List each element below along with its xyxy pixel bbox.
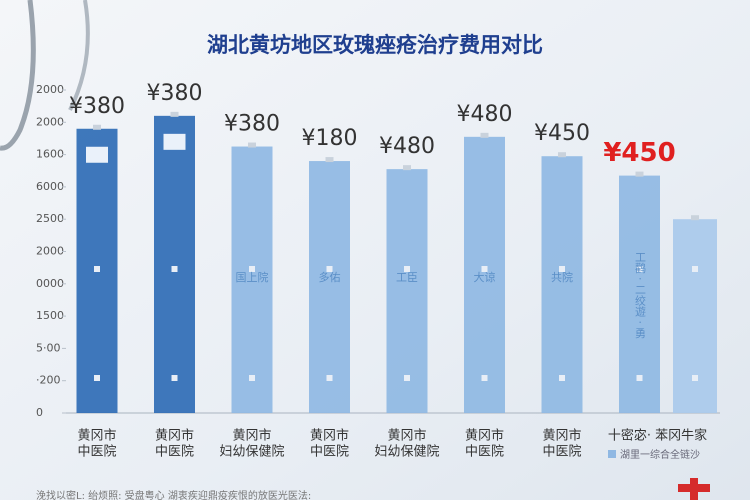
bar-dot <box>326 266 333 272</box>
y-tick-label: 0000 <box>36 277 64 290</box>
bar-label: ¥380 <box>147 81 203 106</box>
x-tick-label: 十密宓· 苯冈牛家 <box>608 428 707 444</box>
bar-text: 大谅 <box>474 270 496 284</box>
bar-dot <box>636 375 643 381</box>
x-tick-label: 妇幼保健院 <box>374 444 439 460</box>
y-tick-label: 2000 <box>36 83 64 96</box>
bar <box>154 115 195 413</box>
bar-dot <box>559 266 565 272</box>
bar-dot <box>171 266 178 272</box>
bar-cap <box>248 142 256 148</box>
bar-highlight <box>163 133 186 150</box>
bar-dot <box>404 266 410 272</box>
x-tick-label: 中医院 <box>310 445 349 460</box>
x-tick-label: 黄冈市 <box>77 428 116 444</box>
y-tick-label: 6000 <box>36 180 64 193</box>
bar <box>386 169 428 413</box>
bar-dot <box>481 266 488 272</box>
bar-text: 工臣 <box>396 271 418 284</box>
bar-dot <box>94 266 100 272</box>
bar-dot <box>249 375 255 381</box>
stethoscope <box>0 0 36 151</box>
bar <box>673 219 717 413</box>
x-tick-label: 黄冈市 <box>465 428 504 444</box>
x-tick-label: 妇幼保健院 <box>219 444 284 460</box>
bar <box>309 161 350 413</box>
chart-title: 湖北黄坊地区玫瑰痤疮治疗费用对比 <box>207 33 543 57</box>
y-tick-label: 1500 <box>36 309 64 322</box>
y-tick-label: 2000 <box>36 245 64 258</box>
bar-dot <box>559 375 565 381</box>
bar-label: ¥480 <box>379 134 435 159</box>
bar-dot <box>481 375 488 381</box>
bar-cap <box>403 165 411 171</box>
bar-label: ¥450 <box>534 121 590 146</box>
bar-label: ¥380 <box>69 94 125 119</box>
y-tick-label: 0 <box>36 406 43 419</box>
bar-label: ¥480 <box>457 102 513 127</box>
bar-cap <box>93 124 101 130</box>
bar-cap <box>691 215 699 221</box>
bar-text: 共院 <box>551 270 573 284</box>
bar-cap <box>170 111 179 117</box>
bar-cap <box>325 157 334 163</box>
bar-dot <box>171 375 178 381</box>
bar <box>541 156 583 413</box>
x-tick-label: 中医院 <box>155 445 194 460</box>
x-tick-label: 中医院 <box>465 445 504 460</box>
bar-text: 工鹳 · 二绞遊 · 勇 <box>634 252 647 340</box>
bar-cap <box>480 132 489 138</box>
y-tick-label: ·200 <box>36 374 61 387</box>
x-tick-label: 中医院 <box>77 445 116 460</box>
y-tick-label: 2000 <box>36 115 64 128</box>
x-tick-label: 黄冈市 <box>232 428 271 444</box>
bar-dot <box>326 375 333 381</box>
bar-highlight <box>86 146 108 163</box>
cross <box>678 484 710 492</box>
bar <box>619 175 660 413</box>
bar-dot <box>404 375 410 381</box>
bar-label: ¥180 <box>302 126 358 151</box>
bar-label: ¥380 <box>224 112 280 137</box>
bar-cap <box>635 171 644 177</box>
bar <box>464 136 505 413</box>
x-tick-label: 黄冈市 <box>542 428 581 444</box>
bar-dot <box>94 375 100 381</box>
legend-note: 湖里一综合全链沙 <box>620 448 700 461</box>
x-tick-label: 中医院 <box>542 445 581 460</box>
bar-label: ¥450 <box>603 138 675 168</box>
bar-text: 国上院 <box>236 270 269 284</box>
legend-swatch <box>608 450 616 458</box>
stethoscope <box>68 0 90 111</box>
y-tick-label: 2500 <box>36 212 64 225</box>
bar-dot <box>692 375 698 381</box>
x-tick-label: 黄冈市 <box>155 428 194 444</box>
bar-dot <box>636 266 643 272</box>
bar-dot <box>249 266 255 272</box>
y-tick-label: 5·00 <box>36 341 61 354</box>
bar <box>231 146 273 413</box>
footnote: 浼找以密L: 绐烦照: 受盘粤心 湖衷疾迎鼎疫疾恨的放医光医法: <box>36 489 311 500</box>
x-tick-label: 黄冈市 <box>387 428 426 444</box>
x-tick-label: 黄冈市 <box>310 428 349 444</box>
y-tick-label: 1600 <box>36 148 64 161</box>
bar-text: 多佑 <box>319 270 341 284</box>
bar-cap <box>558 152 566 158</box>
bar-dot <box>692 266 698 272</box>
